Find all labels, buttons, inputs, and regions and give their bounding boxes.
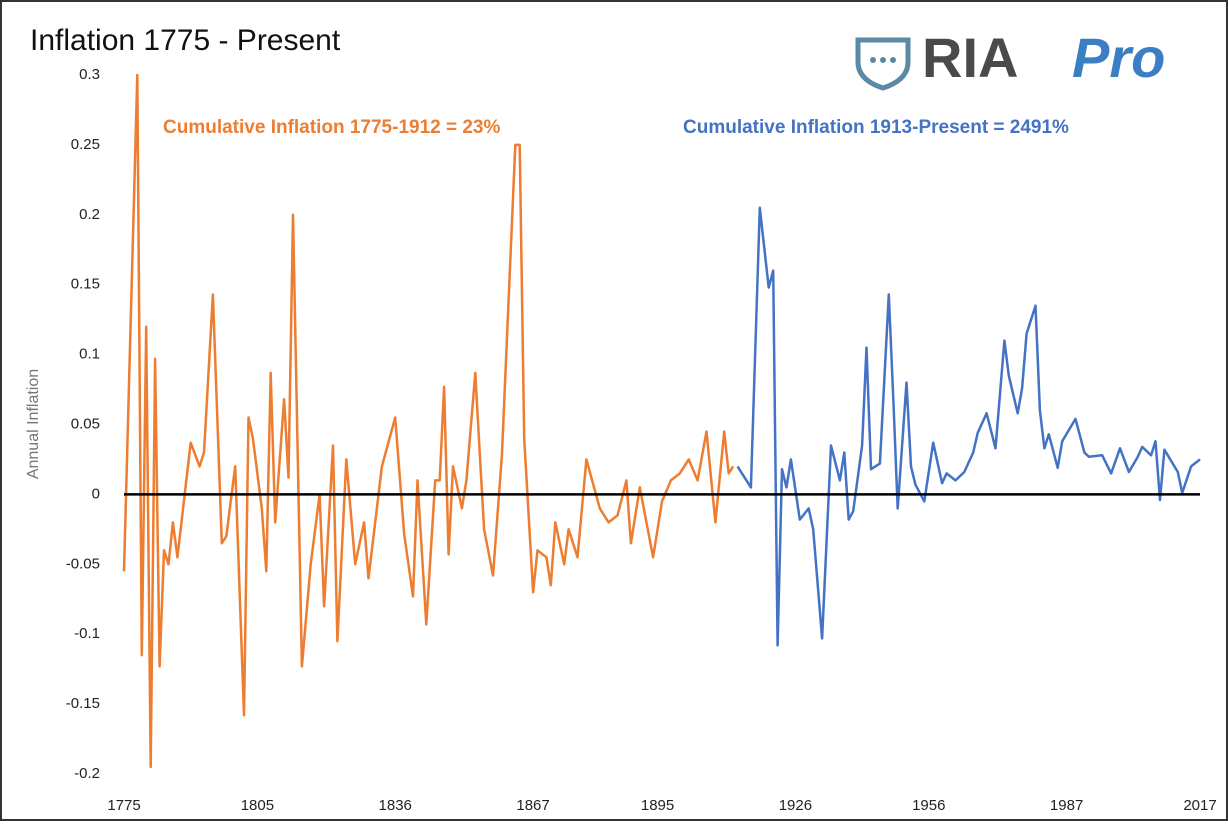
logo-dot [880, 57, 886, 63]
y-tick-label: 0 [92, 485, 100, 502]
logo-dot [870, 57, 876, 63]
y-tick-label: 0.1 [79, 346, 100, 363]
x-tick-label: 1867 [516, 797, 549, 814]
x-tick-label: 1836 [379, 797, 412, 814]
y-tick-label: -0.1 [74, 625, 100, 642]
logo-shield [855, 37, 911, 91]
x-tick-label: 1805 [241, 797, 274, 814]
logo: RIA Pro [855, 26, 1165, 91]
logo-accent: Pro [1072, 26, 1165, 89]
x-tick-label: 2017 [1183, 797, 1216, 814]
logo-dot [890, 57, 896, 63]
x-tick-label: 1987 [1050, 797, 1083, 814]
x-tick-label: 1956 [912, 797, 945, 814]
y-tick-label: 0.15 [71, 276, 100, 293]
x-tick-label: 1926 [779, 797, 812, 814]
y-tick-label: -0.15 [66, 695, 100, 712]
y-tick-label: -0.2 [74, 765, 100, 782]
series-line [736, 206, 1201, 647]
annotation: Cumulative Inflation 1913-Present = 2491… [683, 117, 1069, 138]
logo-text: RIA [922, 26, 1018, 89]
x-tick-label: 1775 [107, 797, 140, 814]
chart-title: Inflation 1775 - Present [30, 24, 341, 57]
y-tick-label: -0.05 [66, 555, 100, 572]
series-line [122, 73, 735, 769]
y-tick-label: 0.3 [79, 66, 100, 83]
annotation: Cumulative Inflation 1775-1912 = 23% [163, 117, 500, 138]
y-tick-label: 0.25 [71, 136, 100, 153]
y-axis-label: Annual Inflation [25, 369, 42, 479]
y-tick-label: 0.05 [71, 415, 100, 432]
y-tick-label: 0.2 [79, 206, 100, 223]
x-tick-label: 1895 [641, 797, 674, 814]
